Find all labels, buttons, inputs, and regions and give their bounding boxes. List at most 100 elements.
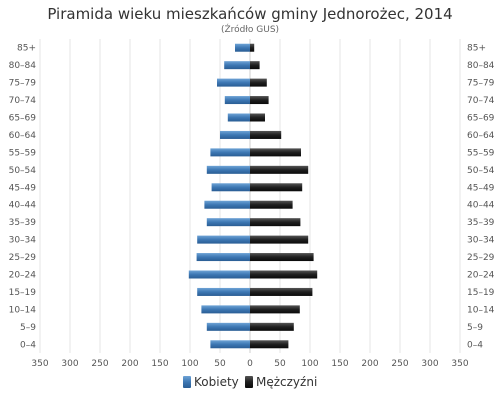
- bar-kobiety[interactable]: [201, 305, 250, 314]
- bar-mezczyzni[interactable]: [250, 200, 293, 209]
- bar-kobiety[interactable]: [188, 270, 250, 279]
- bar-mezczyzni[interactable]: [250, 130, 282, 139]
- legend-swatch-kobiety: [183, 376, 191, 388]
- legend-swatch-mezczyzni: [245, 376, 253, 388]
- x-tick-label: 150: [331, 359, 348, 369]
- bar-kobiety[interactable]: [197, 287, 250, 296]
- bar-mezczyzni[interactable]: [250, 148, 301, 157]
- x-tick-label: 100: [181, 359, 198, 369]
- y-tick-label-left: 35–39: [9, 218, 37, 228]
- bar-mezczyzni[interactable]: [250, 305, 300, 314]
- y-tick-label-left: 70–74: [9, 96, 37, 106]
- bar-mezczyzni[interactable]: [250, 287, 313, 296]
- bar-kobiety[interactable]: [224, 96, 250, 105]
- bar-mezczyzni[interactable]: [250, 78, 267, 87]
- y-tick-label-left: 40–44: [9, 201, 37, 211]
- bar-kobiety[interactable]: [206, 322, 250, 331]
- y-tick-label-right: 10–14: [467, 305, 495, 315]
- x-tick-label: 50: [214, 359, 226, 369]
- y-tick-label-right: 35–39: [467, 218, 495, 228]
- bar-kobiety[interactable]: [206, 218, 250, 227]
- bar-mezczyzni[interactable]: [250, 96, 269, 105]
- y-tick-label-left: 60–64: [9, 131, 37, 141]
- x-tick-label: 300: [421, 359, 438, 369]
- y-tick-label-left: 80–84: [9, 61, 37, 71]
- y-tick-label-right: 55–59: [467, 148, 495, 158]
- bar-kobiety[interactable]: [210, 340, 250, 349]
- bar-mezczyzni[interactable]: [250, 43, 255, 52]
- x-tick-label: 250: [391, 359, 408, 369]
- bar-kobiety[interactable]: [196, 253, 250, 262]
- bar-mezczyzni[interactable]: [250, 253, 314, 262]
- bar-mezczyzni[interactable]: [250, 113, 265, 122]
- bar-kobiety[interactable]: [220, 130, 250, 139]
- y-tick-label-right: 85+: [467, 44, 486, 54]
- bar-mezczyzni[interactable]: [250, 61, 260, 70]
- bar-mezczyzni[interactable]: [250, 235, 309, 244]
- bars: [188, 43, 318, 349]
- x-tick-label: 300: [61, 359, 78, 369]
- y-tick-label-right: 40–44: [467, 201, 495, 211]
- bar-kobiety[interactable]: [210, 148, 250, 157]
- bar-kobiety[interactable]: [217, 78, 250, 87]
- x-tick-label: 150: [151, 359, 168, 369]
- y-tick-label-right: 30–34: [467, 236, 495, 246]
- y-axis-labels-left: 85+ 80–84 75–79 70–74 65–69 60–64 55–59 50–54 45…: [9, 44, 37, 351]
- legend-label-kobiety[interactable]: Kobiety: [194, 375, 239, 389]
- bar-kobiety[interactable]: [204, 200, 250, 209]
- bar-kobiety[interactable]: [197, 235, 250, 244]
- bar-mezczyzni[interactable]: [250, 218, 301, 227]
- y-tick-label-left: 5–9: [20, 323, 36, 333]
- y-tick-label-left: 45–49: [9, 183, 37, 193]
- y-tick-label-right: 5–9: [467, 323, 483, 333]
- y-tick-label-left: 10–14: [9, 305, 37, 315]
- chart-title: Piramida wieku mieszkańców gminy Jednoro…: [47, 5, 452, 23]
- y-tick-label-right: 70–74: [467, 96, 495, 106]
- x-tick-label: 350: [31, 359, 48, 369]
- bar-kobiety[interactable]: [224, 61, 250, 70]
- y-tick-label-right: 45–49: [467, 183, 495, 193]
- y-tick-label-left: 85+: [17, 44, 36, 54]
- y-tick-label-left: 30–34: [9, 236, 37, 246]
- bar-mezczyzni[interactable]: [250, 165, 309, 174]
- grid-lines: [39, 39, 461, 353]
- y-axis-labels-right: 85+ 80–84 75–79 70–74 65–69 60–64 55–59 50–54 45…: [467, 44, 495, 351]
- x-tick-label: 50: [274, 359, 286, 369]
- y-tick-label-right: 60–64: [467, 131, 495, 141]
- bar-mezczyzni[interactable]: [250, 340, 289, 349]
- legend-label-mezczyzni[interactable]: Mężczyźni: [256, 375, 317, 389]
- y-tick-label-right: 80–84: [467, 61, 495, 71]
- y-tick-label-right: 50–54: [467, 166, 495, 176]
- y-tick-label-right: 0–4: [467, 340, 483, 350]
- x-tick-label: 0: [247, 359, 253, 369]
- bar-mezczyzni[interactable]: [250, 322, 294, 331]
- y-tick-label-left: 50–54: [9, 166, 37, 176]
- bar-kobiety[interactable]: [235, 43, 250, 52]
- y-tick-label-right: 25–29: [467, 253, 495, 263]
- y-tick-label-left: 65–69: [9, 114, 37, 124]
- x-axis-ticks: 350 300 250 200 150 100 50 0 50 100 150 200 250 300 35…: [31, 359, 468, 369]
- bar-kobiety[interactable]: [211, 183, 250, 192]
- y-tick-label-left: 20–24: [9, 271, 37, 281]
- y-tick-label-right: 65–69: [467, 114, 495, 124]
- y-tick-label-left: 55–59: [9, 148, 37, 158]
- legend: Kobiety Mężczyźni: [183, 375, 317, 389]
- y-tick-label-right: 20–24: [467, 271, 495, 281]
- x-tick-label: 200: [121, 359, 138, 369]
- y-tick-label-right: 75–79: [467, 79, 495, 89]
- x-tick-label: 350: [451, 359, 468, 369]
- x-tick-label: 100: [301, 359, 318, 369]
- x-tick-label: 250: [91, 359, 108, 369]
- bar-mezczyzni[interactable]: [250, 183, 303, 192]
- y-tick-label-left: 75–79: [9, 79, 37, 89]
- bar-kobiety[interactable]: [227, 113, 250, 122]
- bar-kobiety[interactable]: [206, 165, 250, 174]
- x-tick-label: 200: [361, 359, 378, 369]
- y-tick-label-left: 15–19: [9, 288, 37, 298]
- chart-subtitle: (Źródło GUS): [221, 23, 279, 35]
- bar-mezczyzni[interactable]: [250, 270, 318, 279]
- y-tick-label-left: 0–4: [20, 340, 36, 350]
- y-tick-label-left: 25–29: [9, 253, 37, 263]
- y-tick-label-right: 15–19: [467, 288, 495, 298]
